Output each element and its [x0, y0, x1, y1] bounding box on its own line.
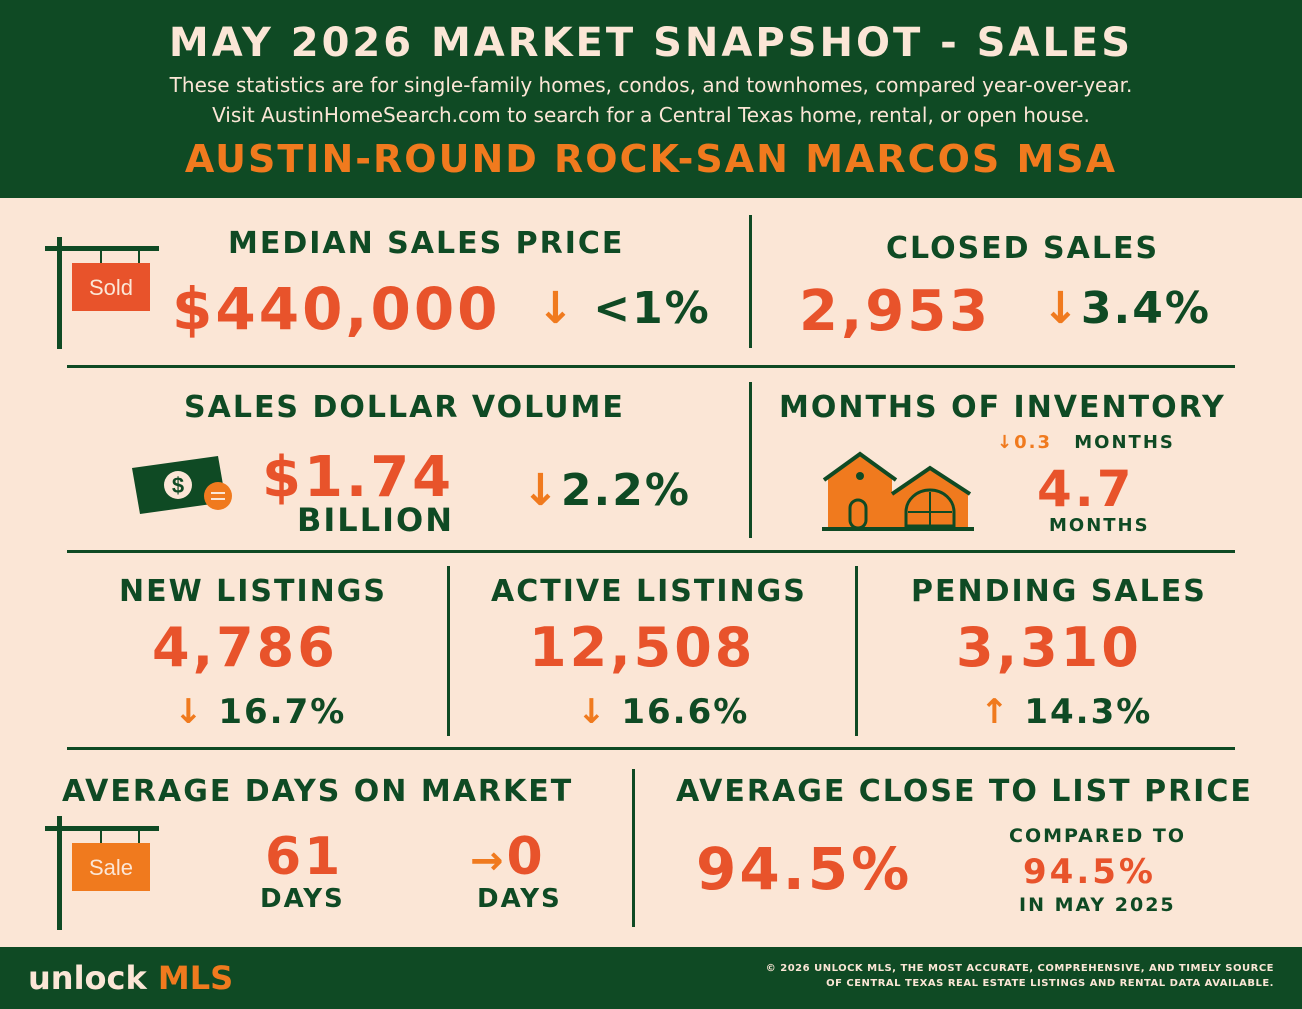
- sold-sign-icon: Sold: [45, 237, 159, 349]
- divider: [749, 382, 752, 538]
- page-title: MAY 2026 MARKET SNAPSHOT - SALES: [168, 20, 1134, 66]
- change-unit: MONTHS: [1074, 432, 1175, 453]
- svg-text:$: $: [172, 473, 184, 498]
- closed-sales-change: ↓3.4%: [1042, 283, 1211, 334]
- logo-word: unlock: [28, 959, 147, 997]
- dollar-volume-change: ↓2.2%: [522, 465, 691, 516]
- copyright: © 2026 UNLOCK MLS, THE MOST ACCURATE, CO…: [766, 961, 1274, 991]
- active-listings-value: 12,508: [529, 616, 756, 679]
- divider: [749, 215, 752, 348]
- change-value: 0: [506, 827, 546, 887]
- days-on-market-change: →0: [470, 827, 546, 887]
- copyright-line-1: © 2026 UNLOCK MLS, THE MOST ACCURATE, CO…: [765, 963, 1274, 974]
- days-on-market-label: AVERAGE DAYS ON MARKET: [62, 774, 574, 809]
- divider: [67, 747, 1235, 750]
- footer: unlock MLS © 2026 UNLOCK MLS, THE MOST A…: [0, 947, 1302, 1009]
- change-value: 3.4%: [1080, 283, 1211, 334]
- sold-sign-text: Sold: [89, 275, 133, 300]
- dollar-volume-label: SALES DOLLAR VOLUME: [184, 390, 625, 425]
- close-to-list-value: 94.5%: [696, 835, 913, 903]
- days-on-market-unit: DAYS: [260, 884, 345, 914]
- divider: [67, 550, 1235, 553]
- active-listings-label: ACTIVE LISTINGS: [491, 574, 807, 609]
- money-icon: $: [132, 456, 232, 514]
- copyright-line-2: OF CENTRAL TEXAS REAL ESTATE LISTINGS AN…: [826, 978, 1274, 989]
- region-title: AUSTIN-ROUND ROCK-SAN MARCOS MSA: [184, 137, 1118, 181]
- house-icon: [822, 451, 974, 531]
- new-listings-label: NEW LISTINGS: [119, 574, 387, 609]
- down-arrow-icon: ↓: [174, 692, 205, 732]
- dollar-volume-unit: BILLION: [297, 501, 454, 539]
- days-on-market-change-unit: DAYS: [477, 884, 562, 914]
- pending-sales-label: PENDING SALES: [911, 574, 1207, 609]
- closed-sales-value: 2,953: [799, 279, 992, 344]
- new-listings-change: ↓ 16.7%: [174, 692, 346, 732]
- sale-sign-text: Sale: [89, 855, 133, 880]
- header-banner: MAY 2026 MARKET SNAPSHOT - SALES These s…: [0, 0, 1302, 198]
- divider: [447, 566, 450, 736]
- close-to-list-label: AVERAGE CLOSE TO LIST PRICE: [676, 774, 1253, 809]
- inventory-change: ↓0.3 MONTHS: [997, 432, 1175, 453]
- change-value: 16.6%: [621, 692, 750, 732]
- change-value: 2.2%: [560, 465, 691, 516]
- logo-mls: MLS: [157, 959, 234, 997]
- unlock-mls-logo: unlock MLS: [28, 959, 233, 997]
- divider: [855, 566, 858, 736]
- down-arrow-icon: ↓: [997, 432, 1015, 453]
- pending-sales-change: ↑ 14.3%: [980, 692, 1152, 732]
- down-arrow-icon: ↓: [537, 283, 576, 334]
- dollar-volume-value: $1.74: [262, 445, 455, 510]
- sale-sign-icon: Sale: [45, 816, 159, 930]
- inventory-label: MONTHS OF INVENTORY: [779, 390, 1226, 425]
- change-value: 14.3%: [1024, 692, 1153, 732]
- active-listings-change: ↓ 16.6%: [577, 692, 749, 732]
- down-arrow-icon: ↓: [1042, 283, 1081, 334]
- days-on-market-value: 61: [265, 827, 344, 887]
- median-price-label: MEDIAN SALES PRICE: [228, 226, 625, 261]
- down-arrow-icon: ↓: [522, 465, 561, 516]
- change-value: <1%: [593, 283, 711, 334]
- subtitle-line-2: Visit AustinHomeSearch.com to search for…: [212, 103, 1090, 127]
- divider: [632, 769, 635, 927]
- inventory-unit: MONTHS: [1049, 515, 1150, 536]
- subtitle-line-1: These statistics are for single-family h…: [169, 73, 1133, 97]
- inventory-value: 4.7: [1037, 460, 1135, 518]
- divider: [67, 365, 1235, 368]
- compared-label: COMPARED TO: [1009, 825, 1186, 847]
- new-listings-value: 4,786: [152, 616, 338, 679]
- median-price-value: $440,000: [172, 275, 501, 343]
- up-arrow-icon: ↑: [980, 692, 1011, 732]
- compared-period: IN MAY 2025: [1019, 894, 1176, 916]
- median-price-change: ↓ <1%: [537, 283, 711, 334]
- right-arrow-icon: →: [470, 838, 507, 884]
- closed-sales-label: CLOSED SALES: [886, 231, 1160, 266]
- compared-value: 94.5%: [1023, 852, 1156, 892]
- change-value: 0.3: [1014, 432, 1052, 453]
- change-value: 16.7%: [218, 692, 347, 732]
- pending-sales-value: 3,310: [956, 616, 1142, 679]
- down-arrow-icon: ↓: [577, 692, 608, 732]
